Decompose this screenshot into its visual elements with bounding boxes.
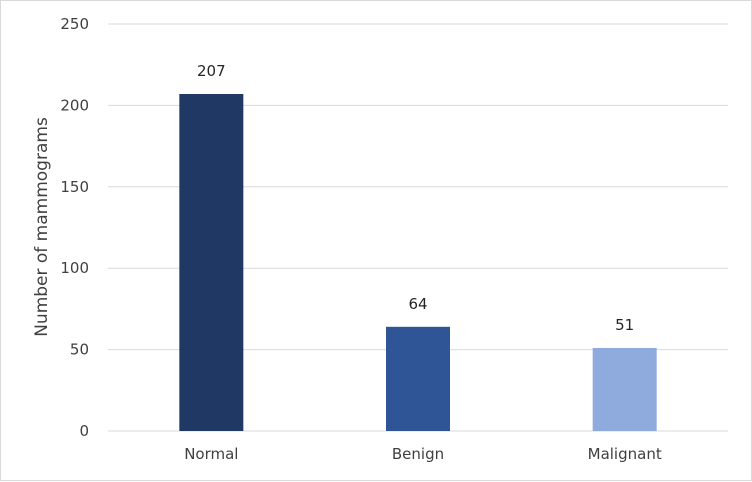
y-tick-label: 250	[60, 15, 89, 33]
x-tick-label: Benign	[392, 445, 444, 463]
bars	[179, 94, 657, 431]
y-tick-label: 0	[79, 422, 89, 440]
data-labels: 207 64 51	[197, 62, 634, 334]
bar-normal	[179, 94, 244, 431]
bar-benign	[386, 326, 450, 431]
y-axis-title: Number of mammograms	[32, 117, 52, 337]
y-tick-label: 50	[70, 341, 89, 359]
x-tick-label: Malignant	[588, 445, 662, 463]
data-label: 207	[197, 62, 226, 80]
y-tick-label: 150	[60, 178, 89, 196]
y-tick-label: 200	[60, 96, 89, 114]
y-tick-label: 100	[60, 259, 89, 277]
x-tick-label: Normal	[184, 445, 238, 463]
data-label: 64	[408, 295, 427, 313]
y-axis-ticks: 0 50 100 150 200 250	[60, 15, 89, 440]
x-axis-ticks: Normal Benign Malignant	[184, 445, 662, 463]
bar-malignant	[592, 347, 657, 431]
data-label: 51	[615, 316, 634, 334]
